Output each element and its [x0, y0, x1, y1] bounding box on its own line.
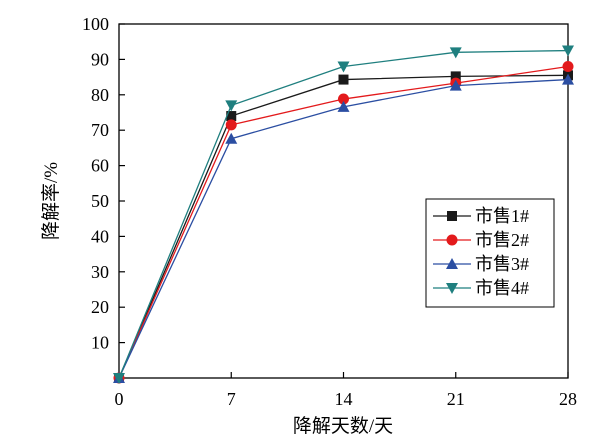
data-point: [337, 61, 350, 73]
legend-items: 市售1# 市售2# 市售3# 市售4#: [433, 206, 529, 298]
legend-marker: [446, 234, 458, 246]
series-4: [113, 45, 574, 384]
legend-label: 市售4#: [475, 278, 529, 298]
data-point: [337, 100, 350, 112]
legend: 市售1# 市售2# 市售3# 市售4#: [425, 198, 555, 308]
data-point: [562, 60, 574, 72]
x-tick-label: 28: [559, 389, 577, 409]
x-axis-ticks: 0 7 14 21 28: [115, 372, 577, 409]
data-point: [449, 47, 462, 59]
data-point: [562, 45, 574, 57]
x-tick-label: 14: [335, 389, 353, 409]
y-tick-label: 30: [91, 262, 109, 282]
data-point: [226, 111, 237, 122]
y-tick-label: 20: [91, 297, 109, 317]
y-tick-label: 60: [91, 156, 109, 176]
y-tick-label: 70: [91, 120, 109, 140]
legend-marker: [446, 283, 458, 294]
data-point: [113, 373, 125, 384]
legend-item: 市售1#: [433, 206, 529, 226]
data-point: [338, 93, 349, 105]
legend-marker: [446, 258, 458, 269]
legend-label: 市售3#: [475, 254, 529, 274]
y-tick-label: 40: [91, 226, 109, 246]
legend-label: 市售2#: [475, 230, 529, 250]
legend-item: 市售4#: [433, 278, 529, 298]
data-point: [450, 71, 461, 82]
series-layer: [113, 45, 574, 384]
y-tick-label: 90: [91, 49, 109, 69]
data-point: [449, 79, 462, 91]
x-axis-label: 降解天数/天: [293, 415, 393, 437]
x-tick-label: 0: [115, 389, 124, 409]
x-tick-label: 7: [227, 389, 236, 409]
y-tick-label: 50: [91, 191, 109, 211]
data-point: [225, 132, 238, 144]
y-tick-label: 100: [82, 14, 109, 34]
data-point: [338, 74, 349, 85]
y-axis-ticks: 10 20 30 40 50 60 70 80 90 100: [82, 14, 125, 353]
legend-marker: [447, 211, 457, 221]
x-tick-label: 21: [447, 389, 465, 409]
legend-item: 市售3#: [433, 254, 529, 274]
data-point: [225, 119, 237, 131]
y-tick-label: 80: [91, 85, 109, 105]
y-tick-label: 10: [91, 333, 109, 353]
legend-item: 市售2#: [433, 230, 529, 250]
data-point: [225, 100, 238, 112]
y-axis-label: 降解率/%: [40, 162, 62, 240]
series-3: [113, 73, 574, 383]
data-point: [562, 73, 574, 85]
legend-label: 市售1#: [475, 206, 529, 226]
